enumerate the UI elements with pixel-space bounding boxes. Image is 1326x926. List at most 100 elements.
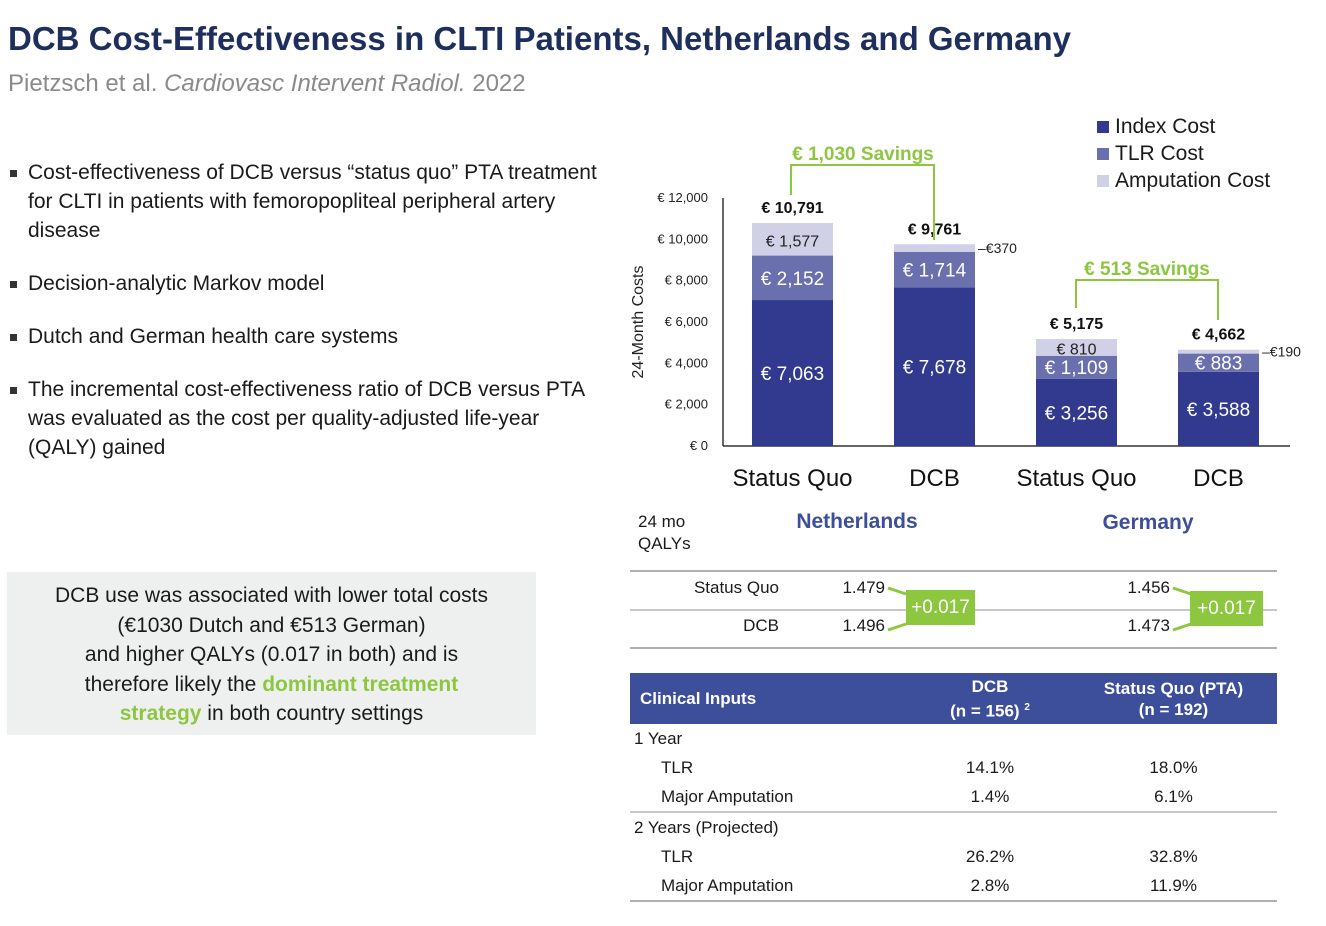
bar-segment-tlr-cost [752,255,833,301]
y-tick-label: € 4,000 [665,355,708,370]
data-label: € 1,714 [903,261,967,282]
cell: 32.8% [1149,846,1198,866]
table-row: TLR 26.2% 32.8% [630,842,1277,871]
header-text: (n = 156) 2 [910,697,1070,722]
cell: 26.2% [965,846,1015,866]
bar-segment-tlr-cost [1178,353,1259,372]
legend-swatch [1097,148,1109,160]
y-tick-label: € 8,000 [665,273,708,288]
data-label: € 1,109 [1045,358,1108,379]
legend-item-index: Index Cost [1097,115,1215,139]
data-label: € 2,152 [761,269,824,290]
qaly-diff-de: +0.017 [1190,591,1263,626]
total-label: € 10,791 [761,200,823,217]
country-netherlands: Netherlands [796,510,918,533]
conclusion-box: DCB use was associated with lower total … [7,572,536,735]
conclusion-line: (€1030 Dutch and €513 German) [117,613,426,637]
savings-label: € 1,030 Savings [792,144,934,165]
data-label: € 3,256 [1045,403,1108,424]
row-label: TLR [661,846,694,866]
bullet-list: Cost-effectiveness of DCB versus “status… [8,158,608,486]
cell: 1.4% [910,782,1070,813]
row-label: 1 Year [634,728,683,748]
y-axis-label: 24-Month Costs [630,266,647,379]
row-label: TLR [661,757,694,777]
category-label: Status Quo [732,465,852,492]
table-row: 2 Years (Projected) [630,812,1277,842]
qaly-row-label: DCB [743,616,779,635]
qaly-label: 24 mo QALYs [638,511,691,555]
citation-year: 2022 [472,70,526,97]
qaly-value: 1.479 [842,578,885,597]
legend-label: Amputation Cost [1115,169,1271,192]
qaly-value: 1.456 [1127,578,1170,597]
qaly-row-label: Status Quo [693,578,779,597]
data-label: € 7,678 [903,358,966,379]
page-title: DCB Cost-Effectiveness in CLTI Patients,… [8,20,1071,57]
conclusion-highlight: dominant treatment [262,672,459,696]
row-label: Major Amputation [630,871,910,902]
conclusion-line: DCB use was associated with lower total … [54,584,488,607]
cell: 2.8% [910,871,1070,902]
data-label: € 883 [1195,354,1243,375]
bar-segment-index-cost [752,300,833,446]
y-tick-label: € 6,000 [665,314,708,329]
category-label: Status Quo [1016,465,1136,492]
bar-segment-amputation-cost [1036,339,1117,356]
cell [1070,724,1277,753]
qaly-value: 1.496 [842,616,885,635]
data-label: € 7,063 [761,364,824,385]
legend-label: Index Cost [1115,115,1216,138]
header-text: Status Quo (PTA) [1103,678,1244,698]
bullet-item: Decision-analytic Markov model [8,269,608,298]
citation: Pietzsch et al. Cardiovasc Intervent Rad… [8,70,526,98]
conclusion-line: strategy in both country settings [7,699,536,729]
savings-bracket [1075,279,1219,320]
y-tick-label: € 10,000 [657,231,708,246]
conclusion-text: in both country settings [201,702,424,725]
table-row: 1 Year [630,724,1277,753]
savings-label: € 513 Savings [1084,259,1210,280]
bar-segment-amputation-cost [894,244,975,252]
bar-segment-tlr-cost [1036,355,1117,379]
bar-segment-amputation-cost [1178,349,1259,354]
bar-segment-index-cost [894,287,975,446]
cell: 6.1% [1070,782,1277,813]
table-row: Major Amputation 1.4% 6.1% [630,782,1277,813]
header-clinical-inputs: Clinical Inputs [630,673,910,724]
cell [910,812,1070,842]
header-status-quo: Status Quo (PTA) (n = 192) [1070,673,1277,724]
data-label: € 3,588 [1187,400,1250,421]
y-tick-label: € 12,000 [657,190,708,205]
header-text: DCB [971,676,1009,696]
cell: 14.1% [965,757,1015,777]
savings-bracket [790,164,935,240]
qaly-diff-nl: +0.017 [906,590,975,625]
data-label: € 1,577 [766,233,819,250]
legend-swatch [1097,175,1109,187]
legend-item-amputation: Amputation Cost [1097,169,1270,193]
legend-swatch [1097,121,1109,133]
category-label: DCB [909,465,960,492]
cell [1070,812,1277,842]
cell [910,724,1070,753]
conclusion-highlight: strategy [119,702,202,725]
y-tick-label: € 2,000 [665,397,708,412]
cell: 11.9% [1070,871,1277,902]
divider [630,570,1277,572]
footnote-ref: 2 [1024,701,1030,713]
header-dcb: DCB (n = 156) 2 [910,673,1070,724]
bar-segment-tlr-cost [894,251,975,288]
data-label: –€190 [1262,344,1301,360]
data-label: –€370 [978,240,1017,256]
data-label: € 810 [1056,341,1096,358]
bullet-item: Dutch and German health care systems [8,322,608,351]
clinical-inputs-table: Clinical Inputs DCB (n = 156) 2 Status Qu… [630,673,1277,902]
total-label: € 5,175 [1050,316,1103,333]
qaly-label-line: QALYs [638,534,691,553]
bullet-item: The incremental cost-effectiveness ratio… [8,375,608,462]
conclusion-text: therefore likely the [84,672,263,696]
header-n: (n = 192) [1138,699,1209,719]
conclusion-line: therefore likely the dominant treatment [7,670,536,700]
bullet-item: Cost-effectiveness of DCB versus “status… [8,158,608,245]
